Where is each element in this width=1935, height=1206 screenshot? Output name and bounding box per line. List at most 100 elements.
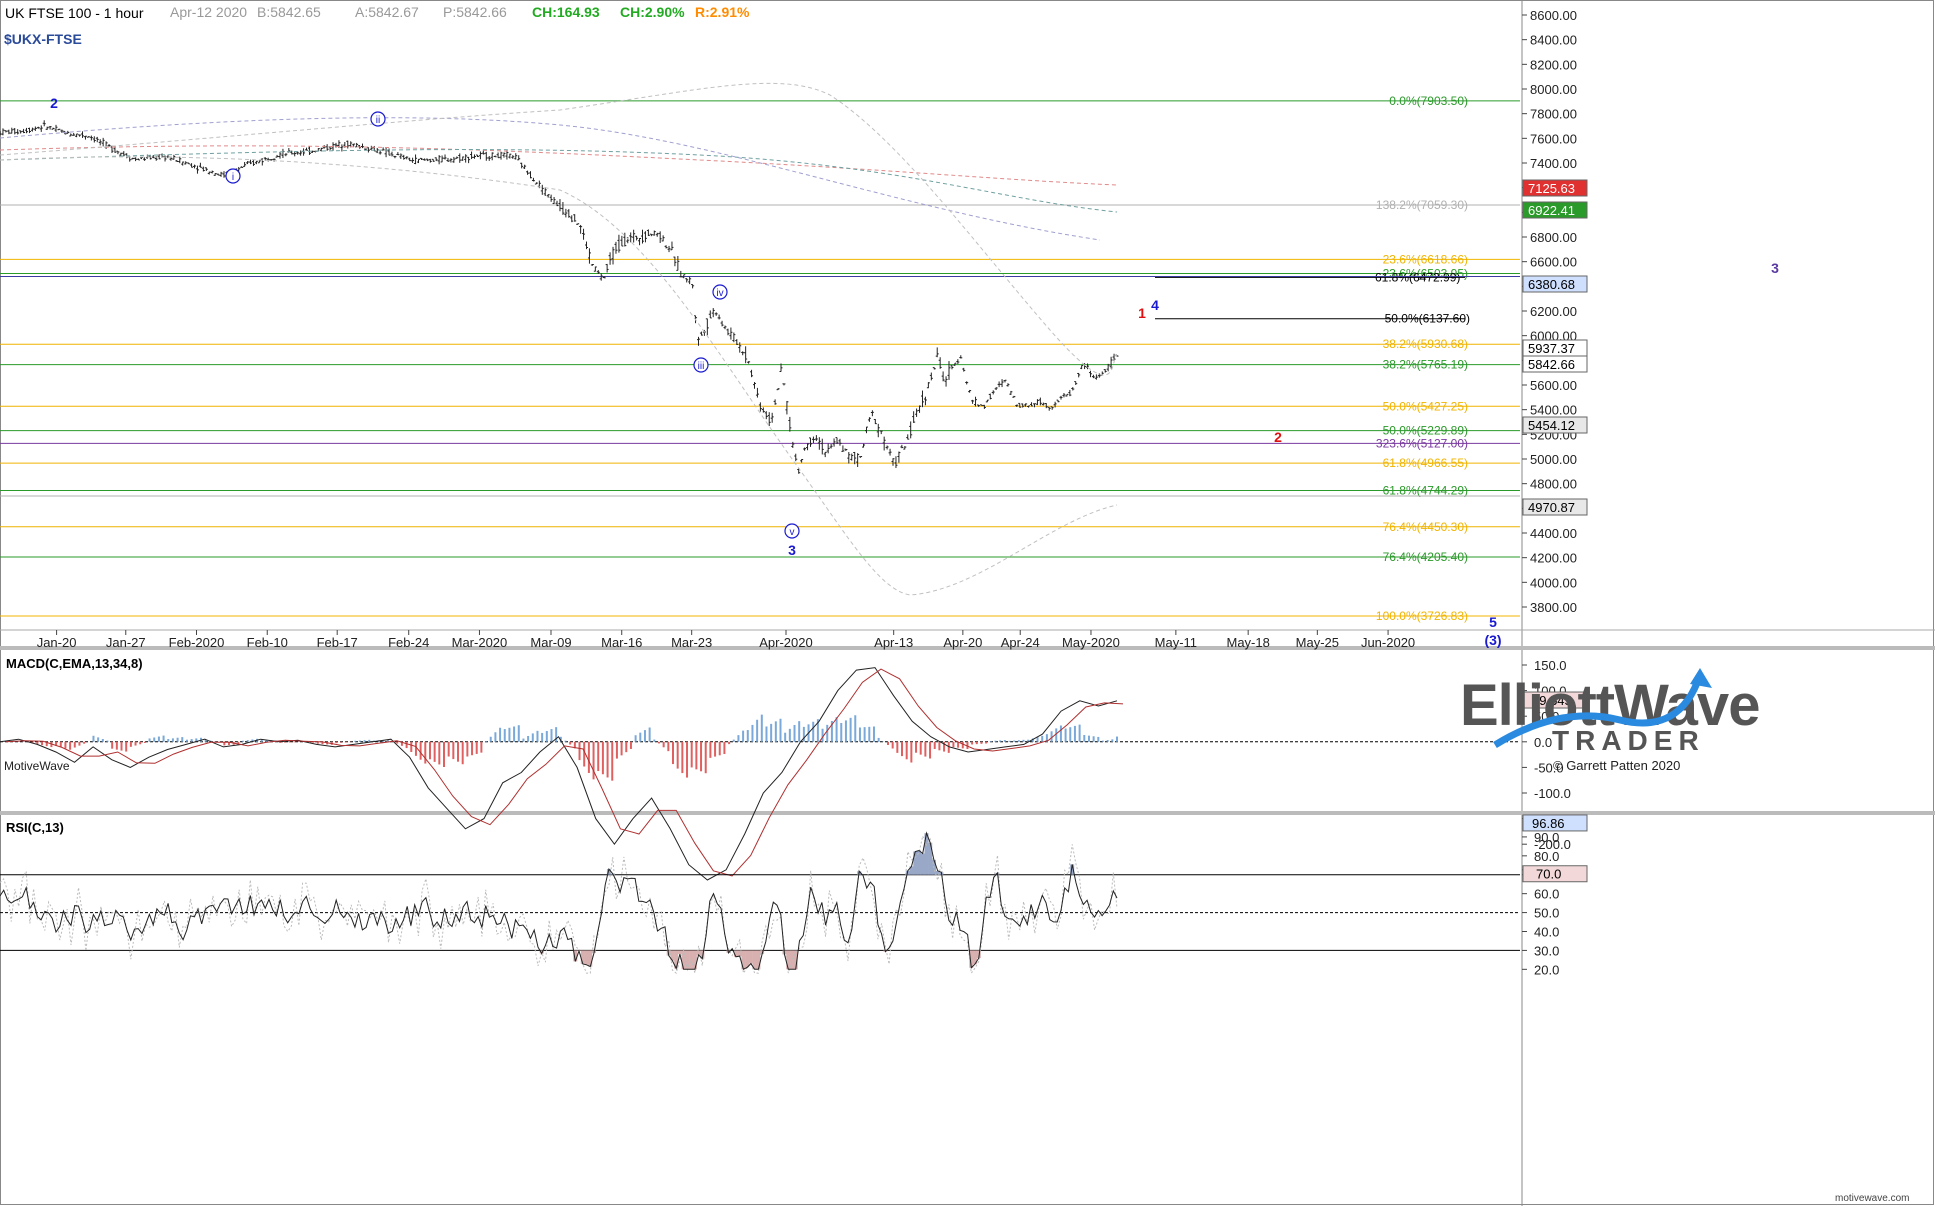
y-tick-label: 4200.00 <box>1530 551 1577 566</box>
fib-label: 61.8%(4966.55) <box>1383 456 1468 470</box>
x-tick-label: Mar-16 <box>601 635 642 650</box>
y-tick-label: 8000.00 <box>1530 82 1577 97</box>
ma-teal-curve <box>0 149 1118 213</box>
x-tick-label: Feb-17 <box>317 635 358 650</box>
logo-arrow-icon <box>1690 668 1712 688</box>
price-tag <box>1522 201 1588 219</box>
wave-circle <box>225 168 241 184</box>
watermark-left: MotiveWave <box>4 759 70 773</box>
price-tag-label: 4970.87 <box>1528 500 1575 515</box>
fib-label: 50.0%(5229.89) <box>1383 424 1468 438</box>
header-ask: A:5842.67 <box>355 4 419 20</box>
copyright-text: © Garrett Patten 2020 <box>1553 758 1680 773</box>
wave-circle <box>712 284 728 300</box>
fib-label: 50.0%(6137.60) <box>1385 312 1470 326</box>
y-tick-label: 7800.00 <box>1530 107 1577 122</box>
x-tick-label: Jan-20 <box>37 635 77 650</box>
x-tick-label: May-2020 <box>1062 635 1120 650</box>
price-tag-label: 7125.63 <box>1528 181 1575 196</box>
x-tick-label: May-18 <box>1226 635 1269 650</box>
macd-y-label: -50.0 <box>1534 760 1564 775</box>
fib-label: 61.8%(4744.29) <box>1383 484 1468 498</box>
fib-label: 50.0%(5427.25) <box>1383 399 1468 413</box>
price-tag-label: 5937.37 <box>1528 341 1575 356</box>
header-price: P:5842.66 <box>443 4 507 20</box>
macd-current-label: 79.645 <box>1532 693 1572 708</box>
y-tick-label: 5400.00 <box>1530 403 1577 418</box>
y-tick-label: 4000.00 <box>1530 575 1577 590</box>
x-tick-label: May-11 <box>1155 635 1197 650</box>
x-tick-label: Mar-2020 <box>452 635 508 650</box>
fib-label: 61.8%(6472.99) <box>1375 270 1460 284</box>
wave-label: 3 <box>788 542 796 558</box>
y-tick-label: 7600.00 <box>1530 131 1577 146</box>
symbol-label: $UKX-FTSE <box>4 31 82 47</box>
wave-circle <box>370 111 386 127</box>
price-tag <box>1522 355 1588 373</box>
macd-line <box>0 667 1118 881</box>
rsi-y-label: 40.0 <box>1534 924 1559 939</box>
wave-label: 5 <box>1489 614 1497 630</box>
y-tick-label: 8200.00 <box>1530 57 1577 72</box>
chart-title: UK FTSE 100 - 1 hour <box>5 5 144 21</box>
logo-swoosh-icon <box>1493 673 1704 748</box>
y-tick-label: 7400.00 <box>1530 156 1577 171</box>
y-tick-label: 8600.00 <box>1530 8 1577 23</box>
price-tag <box>1522 416 1588 434</box>
rsi-y-label: 80.0 <box>1534 849 1559 864</box>
header-date: Apr-12 2020 <box>170 4 247 20</box>
rsi-y-label: 90.0 <box>1534 830 1559 845</box>
rsi-tag-top <box>1522 814 1588 832</box>
header-change: CH:164.93 <box>532 4 600 20</box>
rsi-y-label: 30.0 <box>1534 943 1559 958</box>
y-tick-label: 4800.00 <box>1530 477 1577 492</box>
fib-label: 138.2%(7059.30) <box>1376 198 1468 212</box>
site-text: motivewave.com <box>1835 1193 1909 1204</box>
header-change-pct: CH:2.90% <box>620 4 685 20</box>
wave-label: 1 <box>1138 305 1146 321</box>
wave-label: ii <box>376 115 380 126</box>
rsi-y-label: 60.0 <box>1534 887 1559 902</box>
ma-blue-curve <box>0 117 1101 241</box>
x-tick-label: Mar-23 <box>671 635 712 650</box>
ma-red-curve <box>0 145 1118 186</box>
header-range: R:2.91% <box>695 4 750 20</box>
rsi-tag-70-label: 70.0 <box>1536 867 1561 882</box>
wave-label: 4 <box>1151 297 1159 313</box>
wave-label: 2 <box>1274 429 1282 445</box>
y-tick-label: 6800.00 <box>1530 230 1577 245</box>
logo-line1: ElliottWave <box>1460 673 1759 738</box>
fib-label: 76.4%(4205.40) <box>1383 550 1468 564</box>
price-tag <box>1522 275 1588 293</box>
x-tick-label: Apr-13 <box>874 635 913 650</box>
fib-label: 38.2%(5930.68) <box>1383 337 1468 351</box>
wave-label: (3) <box>1484 632 1501 648</box>
rsi-tag-70 <box>1522 865 1588 883</box>
x-tick-label: Feb-2020 <box>169 635 225 650</box>
x-tick-label: May-25 <box>1296 635 1339 650</box>
price-tag-label: 6380.68 <box>1528 277 1575 292</box>
band-upper-curve <box>0 82 1118 376</box>
fib-label: 323.6%(5127.00) <box>1376 436 1468 450</box>
y-tick-label: 5000.00 <box>1530 452 1577 467</box>
x-tick-label: Jan-27 <box>106 635 146 650</box>
price-tag <box>1522 498 1588 516</box>
y-tick-label: 6200.00 <box>1530 304 1577 319</box>
wave-circle <box>784 523 800 539</box>
x-tick-label: Jun-2020 <box>1361 635 1415 650</box>
x-tick-label: Apr-24 <box>1001 635 1040 650</box>
band-lower-curve <box>0 156 1118 596</box>
x-tick-label: Apr-20 <box>943 635 982 650</box>
wave-label: iv <box>716 288 723 299</box>
y-tick-label: 5600.00 <box>1530 378 1577 393</box>
rsi-y-label: 20.0 <box>1534 962 1559 977</box>
fib-label: 38.2%(5765.19) <box>1383 358 1468 372</box>
y-tick-label: 8400.00 <box>1530 33 1577 48</box>
wave-label: iii <box>698 361 705 372</box>
macd-y-label: 0.0 <box>1534 735 1552 750</box>
rsi-separator <box>0 811 1935 815</box>
logo-line2: TRADER <box>1552 725 1705 756</box>
